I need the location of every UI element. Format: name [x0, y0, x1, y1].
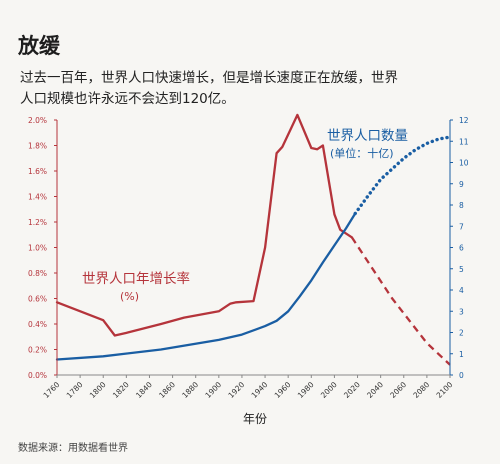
series-line-2 — [55, 212, 357, 361]
series-layer — [55, 113, 452, 366]
right-tick-label: 7 — [459, 222, 464, 231]
right-tick-label: 10 — [459, 159, 469, 168]
right-tick-label: 0 — [459, 371, 464, 380]
x-axis-label: 年份 — [243, 412, 267, 426]
population-unit-label: (单位：十亿) — [330, 146, 394, 160]
x-tick-label: 1800 — [88, 380, 108, 400]
series-line-3 — [353, 135, 452, 216]
left-tick-label: 0.8% — [28, 269, 47, 278]
series-line-0 — [55, 113, 353, 337]
population-series-label: 世界人口数量 — [327, 128, 408, 144]
x-tick-label: 1840 — [134, 380, 154, 400]
left-tick-label: 1.4% — [28, 193, 47, 202]
x-tick-label: 1940 — [250, 380, 270, 400]
right-tick-label: 12 — [459, 116, 469, 125]
x-tick-label: 1780 — [65, 380, 85, 400]
page-title: 放缓 — [18, 34, 60, 58]
x-tick-label: 2060 — [388, 380, 408, 400]
x-tick-label: 2000 — [319, 380, 339, 400]
right-tick-label: 3 — [459, 307, 464, 316]
right-tick-label: 6 — [459, 244, 464, 253]
right-tick-label: 1 — [459, 350, 464, 359]
x-tick-label: 1980 — [296, 380, 316, 400]
label-layer: 世界人口年增长率 (%) 世界人口数量 (单位：十亿) 年份 — [82, 128, 408, 426]
left-tick-label: 0.6% — [28, 295, 47, 304]
x-tick-label: 1760 — [42, 380, 62, 400]
x-tick-label: 2080 — [411, 380, 431, 400]
x-tick-label: 1820 — [111, 380, 131, 400]
right-tick-label: 8 — [459, 201, 464, 210]
left-tick-label: 0.4% — [28, 320, 47, 329]
growth-rate-unit-label: (%) — [120, 290, 139, 303]
right-tick-label: 11 — [459, 137, 469, 146]
x-tick-label: 1960 — [273, 380, 293, 400]
growth-rate-series-label: 世界人口年增长率 — [82, 270, 190, 287]
source-note: 数据来源：用数据看世界 — [18, 443, 128, 454]
left-tick-label: 1.8% — [28, 142, 47, 151]
x-tick-label: 1900 — [203, 380, 223, 400]
left-tick-label: 0.0% — [28, 371, 47, 380]
left-tick-label: 1.2% — [28, 218, 47, 227]
subtitle-line-2: 人口规模也许永远不会达到120亿。 — [20, 91, 235, 107]
x-tick-label: 1920 — [226, 380, 246, 400]
x-tick-label: 2100 — [435, 380, 455, 400]
x-tick-label: 1880 — [180, 380, 200, 400]
left-tick-label: 2.0% — [28, 116, 47, 125]
left-tick-label: 0.2% — [28, 346, 47, 355]
x-tick-label: 2020 — [342, 380, 362, 400]
subtitle-line-1: 过去一百年，世界人口快速增长，但是增长速度正在放缓，世界 — [20, 70, 398, 86]
right-tick-label: 4 — [459, 286, 464, 295]
x-tick-label: 2040 — [365, 380, 385, 400]
series-line-1 — [350, 236, 451, 366]
left-tick-label: 1.0% — [28, 244, 47, 253]
right-tick-label: 5 — [459, 265, 464, 274]
right-tick-label: 9 — [459, 180, 464, 189]
left-tick-label: 1.6% — [28, 167, 47, 176]
right-tick-label: 2 — [459, 329, 464, 338]
x-tick-label: 1860 — [157, 380, 177, 400]
